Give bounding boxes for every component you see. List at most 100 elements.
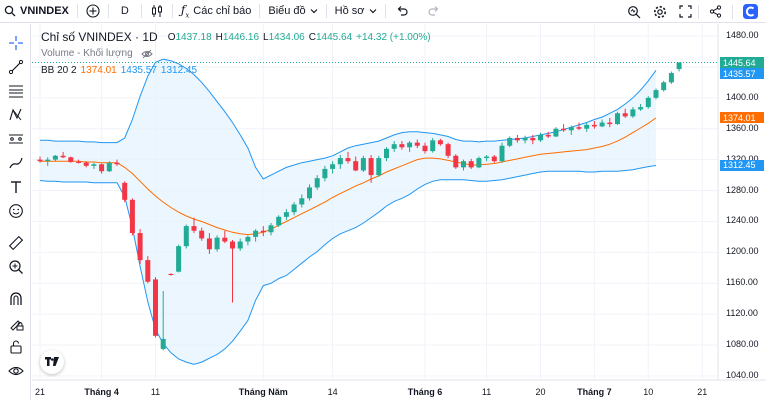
prediction-tool[interactable] [6,129,26,149]
candle[interactable] [384,147,389,162]
candle[interactable] [514,134,520,143]
candle[interactable] [653,88,659,100]
candle[interactable] [445,142,451,159]
candle[interactable] [206,233,212,254]
ruler-tool[interactable] [6,233,26,253]
candle[interactable] [422,142,428,154]
candle[interactable] [607,117,613,128]
eye-off-icon[interactable] [140,49,153,59]
candle[interactable] [129,198,135,236]
candle[interactable] [145,256,151,284]
candle[interactable] [283,209,289,220]
candle[interactable] [499,142,505,163]
zoom-in-tool[interactable] [6,257,26,277]
text-tool[interactable] [6,177,26,197]
fib-retracement-tool[interactable] [6,81,26,101]
candle[interactable] [491,155,497,163]
candle[interactable] [615,111,620,125]
candle[interactable] [461,159,466,171]
candle[interactable] [530,134,536,145]
settings-button[interactable] [647,0,673,23]
chart-type-button[interactable] [142,0,172,23]
candle[interactable] [591,121,597,129]
candle[interactable] [668,71,674,84]
candle[interactable] [345,151,351,164]
lock-drawing-tool[interactable] [6,313,26,333]
candle[interactable] [353,156,359,172]
candle[interactable] [645,96,651,109]
candle[interactable] [630,107,636,118]
candle[interactable] [168,273,174,276]
candle[interactable] [183,224,189,249]
candle[interactable] [468,158,474,169]
candle[interactable] [37,156,43,163]
candle[interactable] [122,181,128,203]
lock-all-tool[interactable] [6,337,26,357]
candle[interactable] [237,238,243,251]
volume-legend[interactable]: Volume - Khối lượng [41,48,153,59]
candle[interactable] [576,122,582,131]
candle[interactable] [330,161,336,174]
candle[interactable] [99,163,105,174]
candle[interactable] [430,138,436,153]
candle[interactable] [114,159,120,166]
candle[interactable] [222,230,228,244]
candle[interactable] [91,162,97,169]
candle[interactable] [561,124,567,132]
candle[interactable] [299,194,305,208]
undo-button[interactable] [386,0,418,23]
interval-button[interactable]: D [109,0,141,23]
candle[interactable] [314,175,320,190]
price-chart[interactable] [32,24,766,400]
candle[interactable] [538,132,543,142]
compare-symbol-button[interactable] [78,0,108,23]
candle[interactable] [638,104,644,111]
candle[interactable] [76,159,81,164]
candle[interactable] [106,161,112,172]
candle[interactable] [399,141,405,150]
candle[interactable] [568,125,574,135]
brush-tool[interactable] [6,153,26,173]
candle[interactable] [407,141,413,152]
profile-button[interactable]: Hồ sơ [327,0,385,23]
candle[interactable] [584,122,590,132]
candle[interactable] [391,141,397,152]
trend-line-tool[interactable] [6,57,26,77]
candle[interactable] [368,155,374,183]
share-button[interactable] [699,0,732,23]
candle[interactable] [545,131,551,138]
candle[interactable] [160,291,166,351]
candle[interactable] [214,235,220,252]
candle[interactable] [553,127,559,138]
candle[interactable] [414,139,420,149]
candle[interactable] [60,151,66,159]
candle[interactable] [52,155,58,162]
tradingview-watermark[interactable] [40,350,64,374]
candle[interactable] [337,155,343,169]
candle[interactable] [437,138,443,146]
candle[interactable] [260,226,266,237]
candle[interactable] [507,136,513,148]
candle[interactable] [322,165,328,182]
candle[interactable] [276,215,282,227]
pattern-tool[interactable] [6,105,26,125]
candle[interactable] [484,155,490,162]
magnet-tool[interactable] [6,289,26,309]
candle[interactable] [68,156,74,163]
candle[interactable] [199,227,205,241]
candle[interactable] [360,155,366,172]
candle[interactable] [622,108,628,118]
candle[interactable] [137,229,143,264]
candle[interactable] [376,155,382,177]
candle[interactable] [291,202,297,216]
candle[interactable] [191,217,197,234]
candle[interactable] [45,157,51,166]
candle[interactable] [307,184,312,201]
emoji-tool[interactable] [6,201,26,221]
fullscreen-button[interactable] [673,0,698,23]
candle[interactable] [661,80,667,92]
redo-button[interactable] [418,0,450,23]
candle[interactable] [453,154,459,169]
candle[interactable] [676,62,682,72]
